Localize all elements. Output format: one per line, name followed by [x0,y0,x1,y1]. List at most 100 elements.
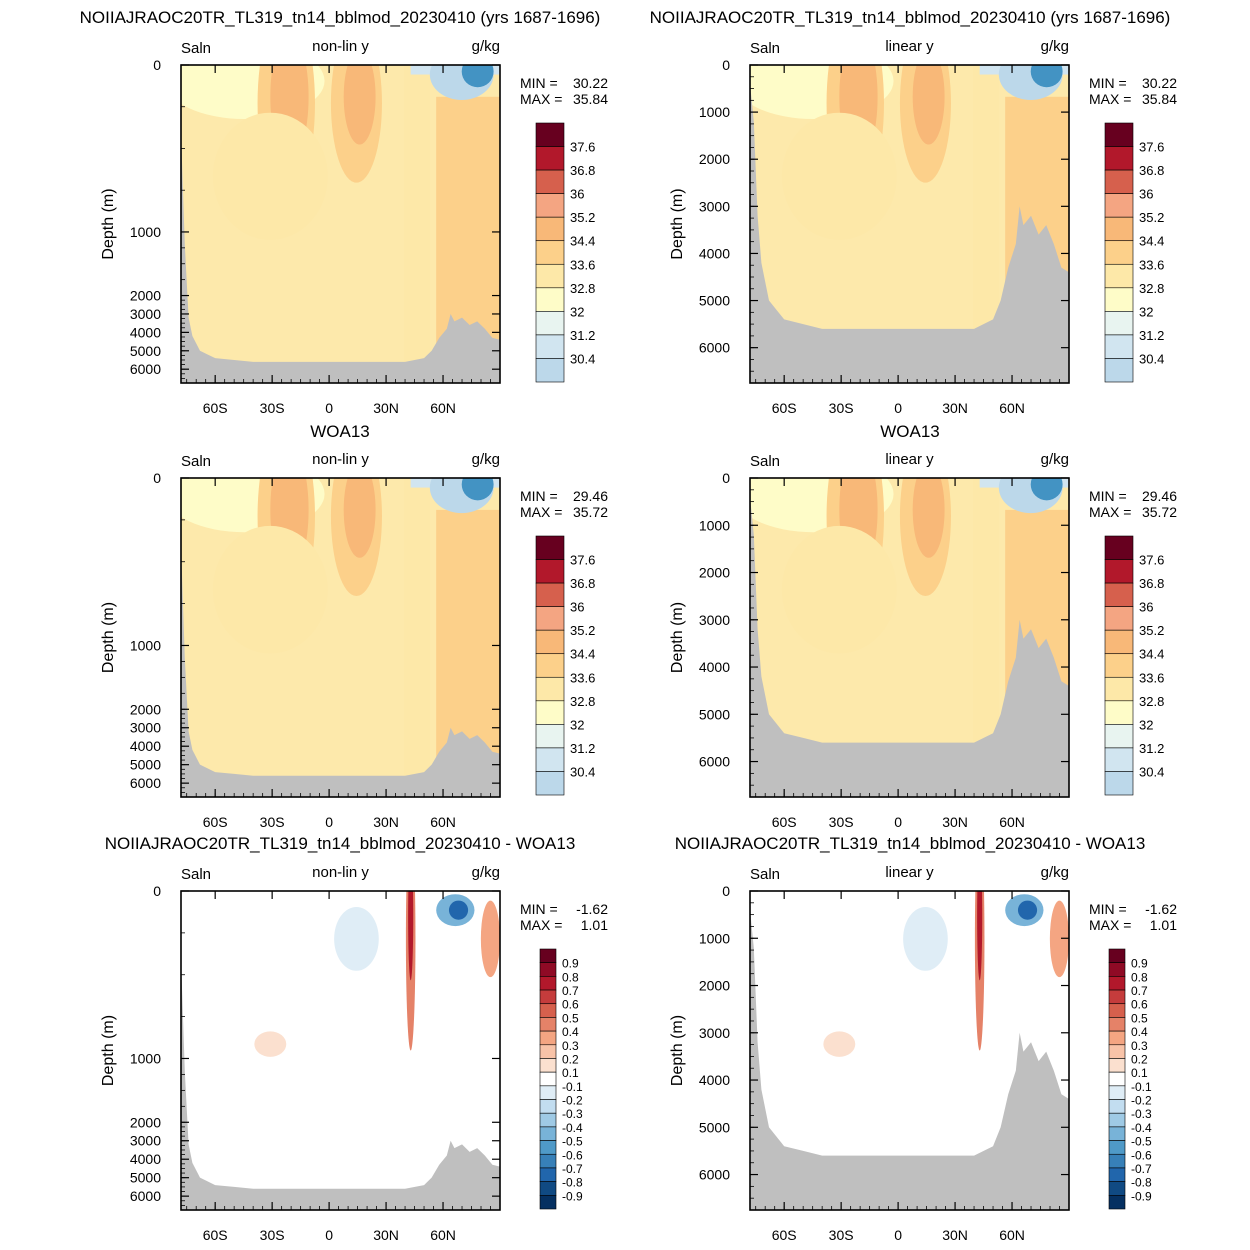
y-tick-label: 2000 [130,288,161,304]
x-tick-label: 60S [772,814,797,830]
colorbar-label: -0.5 [562,1135,583,1149]
colorbar-label: 33.6 [570,670,595,685]
x-tick-label: 60S [203,1227,228,1243]
y-axis-label: Depth (m) [100,602,117,673]
x-tick-label: 60N [430,814,456,830]
y-tick-label: 6000 [699,754,730,770]
colorbar-label: 0.4 [1131,1025,1148,1039]
y-scale-label: non-lin y [312,38,369,55]
colorbar-label: -0.8 [1131,1176,1152,1190]
colorbar-label: 34.4 [1139,647,1164,662]
colorbar-label: 0.8 [562,970,579,984]
colorbar-label: 35.2 [1139,210,1164,225]
y-tick-label: 4000 [130,324,161,340]
panel-title: NOIIAJRAOC20TR_TL319_tn14_bblmod_2023041… [650,8,1171,27]
y-tick-label: 3000 [130,1133,161,1149]
colorbar-label: 33.6 [1139,257,1164,272]
seafloor-mask [181,131,500,383]
colorbar-label: 37.6 [1139,140,1164,155]
y-tick-label: 4000 [699,1072,730,1088]
colorbar-label: 36.8 [570,576,595,591]
colorbar-label: 34.4 [1139,234,1164,249]
x-tick-label: 30S [829,1227,854,1243]
colorbar-box [1108,1058,1126,1073]
colorbar-label: 31.2 [1139,328,1164,343]
y-scale-label: linear y [885,864,934,881]
colorbar-box [1104,334,1134,359]
x-tick-label: 30S [260,1227,285,1243]
colorbar-box [1108,1112,1126,1128]
colorbar-label: 37.6 [570,140,595,155]
x-tick-label: 60S [203,814,228,830]
colorbar-label: 33.6 [570,257,595,272]
colorbar-label: -0.7 [1131,1162,1152,1176]
x-tick-label: 0 [325,1227,333,1243]
colorbar-box [539,962,557,977]
variable-label: Saln [181,453,211,470]
colorbar-label: 0.1 [1131,1066,1148,1080]
colorbar-box [539,1030,557,1046]
colorbar-box [539,1181,557,1196]
max-label: MAX = [520,504,562,520]
units-label: g/kg [1041,38,1069,55]
colorbar-box [539,976,557,991]
plot-frame [749,477,1070,798]
colorbar-box [535,747,565,772]
plot-panel: Saln linear y g/kg Depth (m) 0 1000 2000 3000 40… [669,864,1177,1243]
seafloor-mask [750,909,1069,1210]
y-tick-label: 0 [153,470,161,486]
colorbar-box [535,240,565,265]
colorbar-box [539,1071,557,1087]
y-axis-label: Depth (m) [669,1015,686,1086]
y-tick-label: 1000 [130,224,161,240]
plot-frame [749,890,1070,1211]
max-label: MAX = [520,91,562,107]
colorbar-box [535,559,565,584]
max-value: 35.72 [1142,504,1177,520]
colorbar-label: 30.4 [570,764,595,779]
colorbar-box [535,122,565,147]
variable-label: Saln [750,453,780,470]
colorbar-box [1108,989,1126,1005]
colorbar-label: -0.1 [562,1080,583,1094]
x-tick-label: 30S [260,400,285,416]
colorbar-box [539,1058,557,1073]
colorbar-label: 32 [1139,304,1153,319]
x-tick-label: 30S [829,400,854,416]
colorbar-label: 0.9 [1131,957,1148,971]
colorbar-box [535,334,565,359]
colorbar-label: 36.8 [570,163,595,178]
colorbar-box [535,724,565,749]
colorbar-label: 36.8 [1139,163,1164,178]
x-tick-label: 60S [772,400,797,416]
x-tick-label: 60N [999,814,1025,830]
colorbar-box [539,1017,557,1032]
colorbar-label: 32 [570,304,584,319]
min-value: 30.22 [1142,75,1177,91]
colorbar-box [1108,1153,1126,1169]
colorbar-box [535,676,565,702]
y-tick-label: 0 [722,57,730,73]
colorbar-box [1104,122,1134,147]
colorbar-label: 32 [570,717,584,732]
min-label: MIN = [1089,75,1127,91]
colorbar-label: 34.4 [570,234,595,249]
y-tick-label: 5000 [130,343,161,359]
colorbar-box [539,989,557,1005]
panel-title: NOIIAJRAOC20TR_TL319_tn14_bblmod_2023041… [675,834,1146,853]
colorbar-label: 36 [1139,187,1153,202]
colorbar-box [1108,1140,1126,1155]
panel-title: NOIIAJRAOC20TR_TL319_tn14_bblmod_2023041… [105,834,576,853]
colorbar-label: 37.6 [570,553,595,568]
colorbar-box [535,653,565,678]
x-tick-label: 60N [430,400,456,416]
colorbar-box [1104,747,1134,772]
colorbar-box [1108,1017,1126,1032]
colorbar-box [539,1003,557,1018]
y-tick-label: 6000 [699,340,730,356]
colorbar-box [535,193,565,218]
colorbar-label: 32.8 [1139,281,1164,296]
units-label: g/kg [472,451,500,468]
x-tick-label: 0 [894,400,902,416]
plot-panel: Saln linear y g/kg Depth (m) 0 1000 2000 3000 40… [669,38,1177,416]
